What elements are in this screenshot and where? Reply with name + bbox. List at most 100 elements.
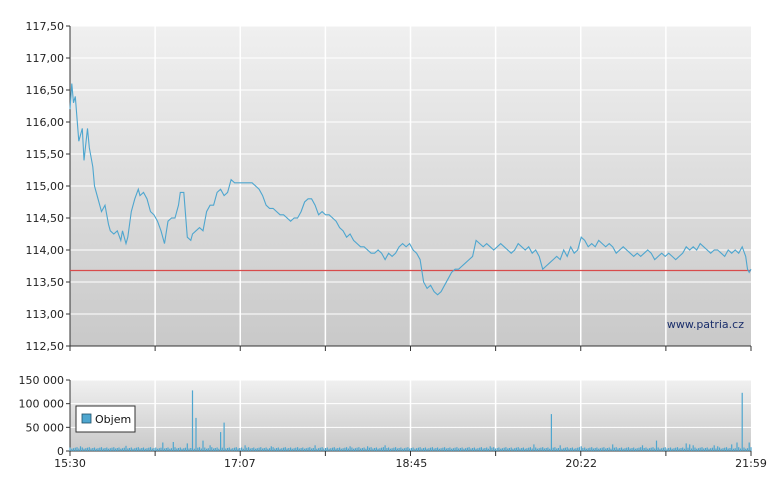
price-y-tick-label: 117,00 [26,52,65,65]
volume-bar [718,447,721,451]
volume-bar [580,446,582,451]
volume-bar [314,445,316,451]
volume-bar [671,448,673,451]
volume-bar [655,440,658,451]
volume-bar [480,447,482,451]
volume-bar [297,447,299,451]
volume-bar [409,448,411,451]
volume-bar [319,447,321,451]
volume-bar [191,390,194,451]
volume-bar [461,447,463,451]
x-tick-label: 15:30 [54,457,86,470]
volume-bar [528,447,530,451]
volume-bar [466,447,468,451]
volume-bar [318,448,320,451]
volume-bar [163,448,166,451]
volume-bar [482,448,484,451]
volume-bar [405,447,407,451]
volume-bar [118,447,120,451]
volume-bar [195,417,197,451]
volume-bar [253,447,255,451]
volume-bar [127,448,129,451]
volume-bar [669,447,672,451]
volume-bar [711,447,714,451]
volume-bar [717,446,719,451]
volume-bar [617,448,619,451]
volume-bar [400,447,402,451]
volume-bar [167,447,169,451]
volume-bar [503,447,505,451]
volume-bar [239,448,241,451]
volume-bar [652,447,654,451]
volume-bar [165,448,167,451]
volume-bar [699,447,701,451]
volume-bar [484,448,486,451]
volume-bar [216,447,218,451]
volume-bar [465,448,467,451]
volume-bar [298,448,300,451]
volume-bar [304,448,306,451]
volume-bar [170,448,173,451]
volume-bar [186,443,188,451]
volume-bar [431,447,433,451]
volume-bar [512,448,514,451]
volume-bar [475,448,477,451]
price-y-tick-label: 113,00 [26,308,65,321]
volume-bar [720,448,722,451]
legend: Objem [75,405,136,433]
volume-bar [155,447,157,451]
volume-bar [472,448,474,451]
volume-bar [741,392,743,451]
volume-bar [659,448,661,451]
volume-bar [727,448,729,451]
volume-bar [662,447,665,451]
volume-bar [407,447,409,451]
volume-bar [491,447,493,451]
volume-bar [435,448,437,451]
volume-bar [403,448,405,451]
volume-y-tick-label: 50 000 [26,421,65,434]
volume-bar [585,448,587,451]
volume-bar [260,447,262,451]
volume-bar [393,447,395,451]
volume-bar [151,448,153,451]
volume-bar [269,448,271,451]
volume-bar [500,448,502,451]
volume-bar [374,448,376,451]
price-y-tick-label: 116,00 [26,116,65,129]
volume-bar [673,448,675,451]
volume-bar [125,445,127,451]
volume-bar [732,448,735,451]
volume-bar [449,447,451,451]
volume-bar [78,448,80,451]
volume-bar [724,447,726,451]
volume-y-axis: 150 000 100 000 50 000 0 [19,374,70,458]
volume-bar [603,447,605,451]
volume-bar [428,448,430,451]
volume-bar [554,447,556,451]
volume-bar [190,448,192,451]
volume-bar [241,447,243,451]
volume-bar [356,447,358,451]
volume-bar [633,447,635,451]
volume-bar [396,448,398,451]
volume-bar [95,448,97,451]
volume-bar [284,447,286,451]
volume-bar [577,447,579,451]
volume-bar [246,447,248,451]
volume-bar [734,448,736,451]
price-x-tick-marks [69,346,752,351]
volume-bar [225,448,227,451]
volume-bar [510,447,512,451]
volume-bar [381,447,383,451]
volume-bar [172,442,174,451]
volume-bar [634,448,637,451]
volume-bar [454,447,456,451]
volume-bar [209,445,211,451]
volume-bar [426,448,428,451]
volume-bar [438,448,440,451]
volume-bar [636,448,638,451]
volume-bar [549,448,551,451]
volume-bar [290,447,292,451]
volume-bar [563,448,565,451]
